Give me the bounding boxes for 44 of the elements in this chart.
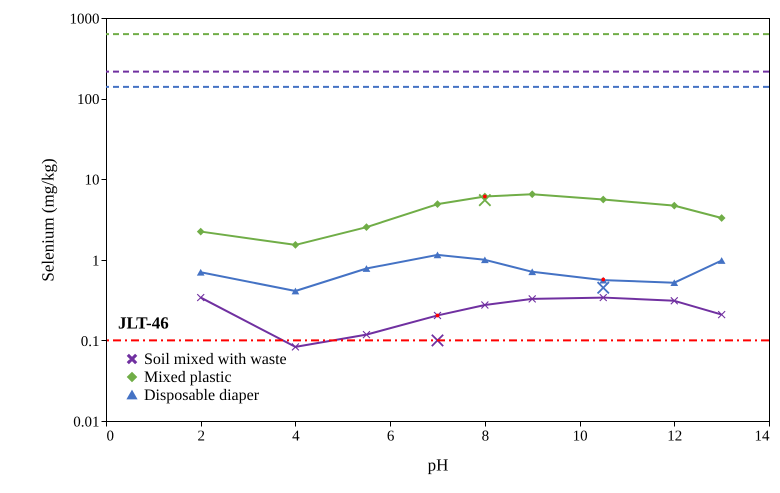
point — [434, 200, 442, 208]
x-tick-label: 0 — [106, 428, 114, 444]
point — [292, 241, 300, 249]
point — [292, 288, 300, 294]
x-tick-label: 10 — [572, 428, 588, 444]
y-axis-title: Selenium (mg/kg) — [38, 158, 58, 282]
point — [196, 228, 205, 236]
point — [196, 294, 205, 302]
point — [292, 343, 300, 351]
point — [480, 256, 489, 264]
point — [718, 257, 726, 264]
y-tick-label: 0.01 — [73, 414, 100, 430]
legend-label: Soil mixed with waste — [144, 351, 287, 368]
point — [599, 196, 608, 204]
point — [528, 190, 536, 198]
x-axis-title: pH — [428, 456, 448, 474]
x-tick-label: 4 — [292, 428, 300, 444]
x-tick-label: 12 — [667, 428, 682, 444]
y-tick-label: 10 — [84, 172, 100, 189]
point — [362, 223, 370, 232]
point — [434, 252, 442, 258]
x-tick-label: 6 — [386, 428, 395, 444]
y-tick-label: 0.1 — [80, 334, 100, 350]
x-tick-label: 2 — [197, 428, 205, 444]
point — [196, 268, 205, 276]
point — [718, 310, 726, 318]
x-tick-label: 8 — [482, 428, 490, 444]
point — [480, 301, 489, 309]
point — [670, 279, 678, 286]
point — [528, 268, 536, 276]
legend-label: Disposable diaper — [144, 387, 260, 404]
point — [718, 214, 726, 222]
point — [670, 296, 678, 305]
legend-label: Mixed plastic — [144, 369, 232, 386]
point — [670, 202, 678, 210]
y-tick-label: 100 — [77, 92, 100, 108]
y-tick-label: 1000 — [70, 12, 100, 28]
point — [599, 294, 608, 302]
x-tick-label: 14 — [754, 428, 770, 444]
point — [362, 330, 370, 338]
ref-line-label: JLT-46 — [118, 313, 169, 332]
y-tick-label: 1 — [92, 253, 100, 270]
point — [362, 265, 370, 272]
point — [528, 295, 536, 303]
